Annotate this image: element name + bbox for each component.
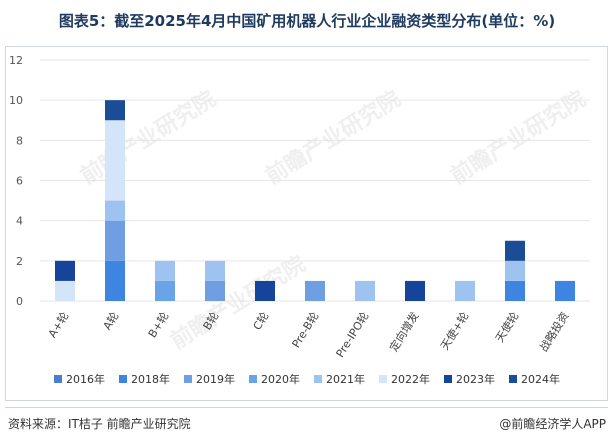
legend-item: 2024年 — [509, 371, 560, 387]
bar-segment — [505, 240, 525, 261]
legend-item: 2018年 — [119, 371, 170, 387]
x-tick-label: 定向增发 — [386, 309, 421, 354]
legend-swatch — [379, 375, 387, 383]
legend-swatch — [54, 375, 62, 383]
x-tick-label: 天使轮 — [492, 309, 521, 344]
legend-label: 2021年 — [326, 373, 365, 386]
legend-item: 2022年 — [379, 371, 430, 387]
x-tick-label: B+轮 — [145, 309, 172, 340]
x-tick-label: A轮 — [100, 309, 122, 332]
source-note: 资料来源：IT桔子 前瞻产业研究院 — [8, 417, 191, 431]
chart-legend: 2016年 2018年 2019年 2020年 2021年 2022年 2023年 2024年 — [0, 371, 614, 387]
bar-segment — [155, 260, 175, 281]
x-tick-label: C轮 — [250, 309, 272, 332]
bar-segment — [505, 260, 525, 281]
bar-segment — [105, 200, 125, 221]
x-tick-label: Pre-IPO轮 — [333, 309, 372, 360]
legend-label: 2020年 — [261, 373, 300, 386]
y-tick-label: 2 — [16, 255, 23, 268]
bar-segment — [55, 260, 75, 281]
y-tick-label: 0 — [16, 295, 23, 308]
bar-segment — [405, 280, 425, 301]
legend-label: 2024年 — [521, 373, 560, 386]
bar-segment — [155, 280, 175, 301]
y-tick-label: 4 — [16, 215, 23, 228]
bar-segment — [505, 280, 525, 301]
bar-segment — [455, 280, 475, 301]
bar-segment — [255, 280, 275, 301]
legend-item: 2019年 — [184, 371, 235, 387]
x-tick-label: 天使+轮 — [437, 309, 471, 352]
legend-label: 2018年 — [131, 373, 170, 386]
legend-item: 2016年 — [54, 371, 105, 387]
legend-swatch — [314, 375, 322, 383]
bar-segment — [105, 100, 125, 121]
legend-swatch — [444, 375, 452, 383]
legend-label: 2016年 — [66, 373, 105, 386]
legend-label: 2023年 — [456, 373, 495, 386]
y-tick-label: 8 — [16, 134, 23, 147]
bar-segment — [55, 280, 75, 301]
legend-item: 2023年 — [444, 371, 495, 387]
x-tick-label: A+轮 — [45, 309, 72, 340]
x-tick-label: Pre-B轮 — [289, 309, 322, 350]
legend-swatch — [509, 375, 517, 383]
y-tick-label: 12 — [9, 54, 23, 67]
bar-segment — [105, 260, 125, 301]
legend-swatch — [184, 375, 192, 383]
legend-item: 2020年 — [249, 371, 300, 387]
x-tick-label: B轮 — [200, 309, 222, 332]
y-tick-label: 10 — [9, 94, 23, 107]
bar-segment — [305, 280, 325, 301]
bar-segment — [105, 220, 125, 261]
y-tick-label: 6 — [16, 175, 23, 188]
bar-segment — [355, 280, 375, 301]
bar-segment — [555, 280, 575, 301]
legend-swatch — [119, 375, 127, 383]
bar-segment — [205, 280, 225, 301]
bar-segment — [205, 260, 225, 281]
bar-segment — [105, 120, 125, 201]
chart-title: 图表5：截至2025年4月中国矿用机器人行业企业融资类型分布(单位：%) — [58, 12, 556, 30]
legend-item: 2021年 — [314, 371, 365, 387]
legend-label: 2019年 — [196, 373, 235, 386]
brand-credit: @前瞻经济学人APP — [499, 417, 606, 431]
legend-label: 2022年 — [391, 373, 430, 386]
legend-swatch — [249, 375, 257, 383]
footer-divider — [5, 407, 608, 408]
x-tick-label: 战略投资 — [536, 309, 571, 354]
plot-frame — [5, 46, 608, 401]
